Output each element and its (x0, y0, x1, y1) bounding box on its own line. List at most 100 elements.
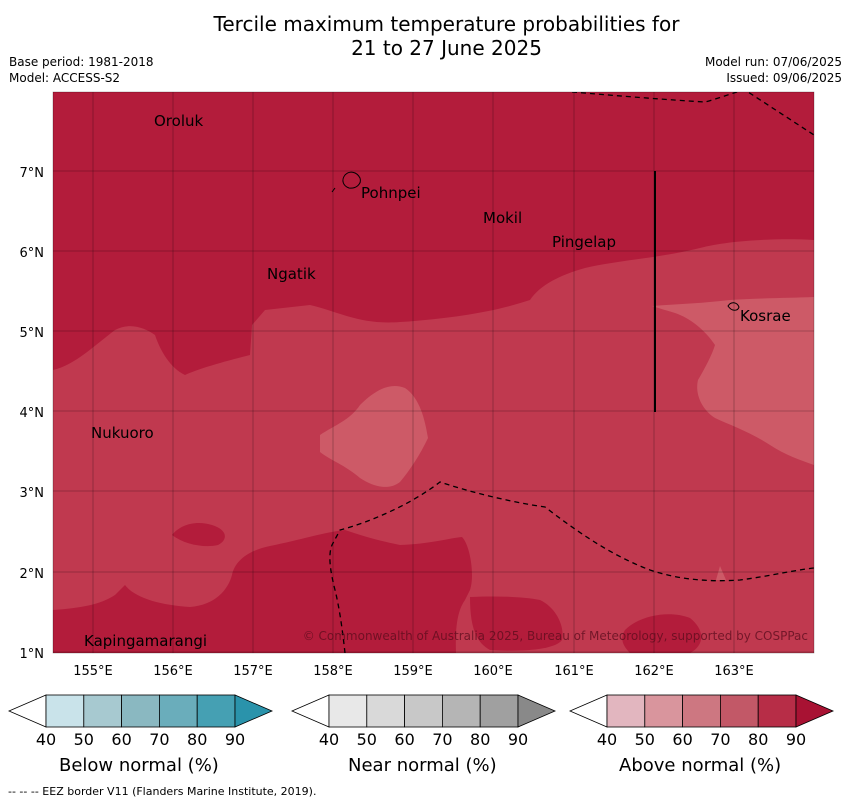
place-label-ngatik: Ngatik (267, 265, 316, 283)
place-label-kosrae: Kosrae (740, 307, 791, 325)
model-name: Model: ACCESS-S2 (9, 71, 121, 85)
colorbar-swatch (366, 694, 405, 728)
colorbar-extend-high (234, 694, 274, 728)
colorbar-tick-label: 70 (432, 730, 452, 749)
place-label-nukuoro: Nukuoro (91, 424, 154, 442)
islet-mark (331, 187, 336, 193)
place-label-pohnpei: Pohnpei (361, 184, 421, 202)
eez-borders (329, 92, 814, 653)
legends: 40 50 60 70 80 90 40 50 60 70 80 90 40 50 60 70 80 90 (7, 694, 835, 749)
legend-label-above: Above normal (%) (619, 755, 782, 776)
colorbar-extend-low (290, 694, 330, 728)
colorbar-below: 40 50 60 70 80 90 (7, 694, 274, 749)
eez-border-south (329, 481, 814, 653)
place-label-mokil: Mokil (483, 209, 522, 227)
place-label-kapingamarangi: Kapingamarangi (84, 632, 207, 650)
place-label-pingelap: Pingelap (552, 233, 616, 251)
colorbar-swatch (328, 694, 368, 728)
place-labels: Oroluk Pohnpei Mokil Pingelap Ngatik Kos… (84, 112, 791, 650)
colorbar-swatch (441, 694, 481, 728)
region-above-60-central (320, 385, 428, 487)
colorbar-tick-label: 50 (74, 730, 94, 749)
colorbar-swatch (479, 694, 519, 728)
map-title: Tercile maximum temperature probabilitie… (0, 12, 850, 60)
region-above-80-north (53, 92, 814, 375)
region-above-60-sliver (716, 566, 726, 580)
colorbar-swatch (606, 694, 646, 728)
lat-tick: 2°N (20, 567, 45, 582)
meta-right: Model run: 07/06/2025 Issued: 09/06/2025 (705, 54, 842, 86)
colorbar-near: 40 50 60 70 80 90 (290, 694, 557, 749)
region-above-60-east (652, 297, 814, 465)
colorbar-swatch (757, 694, 797, 728)
region-above-80-blob (172, 523, 225, 547)
colorbar-above: 40 50 60 70 80 90 (568, 694, 835, 749)
legend-label-near: Near normal (%) (348, 755, 497, 776)
lat-tick: 1°N (20, 647, 45, 662)
kosrae-island (727, 302, 740, 311)
lat-tick: 6°N (20, 246, 45, 261)
colorbar-swatch (45, 694, 85, 728)
lat-axis: 1°N 2°N 3°N 4°N 5°N 6°N 7°N (20, 166, 45, 662)
colorbar-tick-label: 80 (748, 730, 768, 749)
lat-tick: 5°N (20, 326, 45, 341)
region-above-80-southmid (470, 596, 563, 651)
colorbar-tick-label: 50 (357, 730, 377, 749)
colorbar-tick-label: 60 (672, 730, 692, 749)
lon-tick: 160°E (473, 664, 513, 679)
title-line-2: 21 to 27 June 2025 (351, 36, 542, 60)
lon-tick: 159°E (393, 664, 433, 679)
colorbar-extend-high (517, 694, 557, 728)
lon-tick: 156°E (153, 664, 193, 679)
colorbar-swatch (682, 694, 721, 728)
title-line-1: Tercile maximum temperature probabilitie… (213, 12, 680, 36)
colorbar-tick-label: 70 (149, 730, 169, 749)
pohnpei-island (342, 171, 361, 189)
lon-tick: 162°E (634, 664, 674, 679)
lon-tick: 158°E (313, 664, 353, 679)
gridlines (53, 92, 814, 653)
colorbar-tick-label: 40 (36, 730, 56, 749)
region-above-80-southeast (622, 614, 702, 653)
base-period: Base period: 1981-2018 (9, 55, 154, 69)
colorbar-tick-label: 40 (597, 730, 617, 749)
colorbar-extend-low (7, 694, 47, 728)
lat-tick: 3°N (20, 486, 45, 501)
colorbar-tick-label: 60 (394, 730, 414, 749)
legend-label-below: Below normal (%) (59, 755, 219, 776)
colorbar-tick-label: 80 (470, 730, 490, 749)
colorbar-swatch (196, 694, 236, 728)
colorbar-swatch (720, 694, 759, 728)
colorbar-swatch (83, 694, 123, 728)
model-run: Model run: 07/06/2025 (704, 55, 842, 69)
colorbar-extend-low (568, 694, 608, 728)
colorbar-tick-label: 90 (786, 730, 806, 749)
lon-tick: 155°E (73, 664, 113, 679)
lat-tick: 4°N (20, 406, 45, 421)
colorbar-swatch (121, 694, 160, 728)
colorbar-tick-label: 60 (111, 730, 131, 749)
map-frame (52, 91, 815, 654)
lon-axis: 155°E 156°E 157°E 158°E 159°E 160°E 161°… (73, 664, 754, 679)
issued-date: Issued: 09/06/2025 (726, 71, 842, 85)
colorbar-tick-label: 50 (635, 730, 655, 749)
lon-tick: 157°E (233, 664, 273, 679)
colorbar-extend-high (795, 694, 835, 728)
copyright-notice: © Commonwealth of Australia 2025, Bureau… (303, 629, 808, 643)
colorbar-tick-label: 70 (710, 730, 730, 749)
colorbar-swatch (644, 694, 683, 728)
colorbar-tick-label: 40 (319, 730, 339, 749)
colorbar-tick-label: 90 (508, 730, 528, 749)
eez-border-north (571, 92, 814, 136)
region-above-60-small (792, 332, 810, 360)
probability-field (53, 92, 814, 653)
colorbar-swatch (404, 694, 443, 728)
place-label-oroluk: Oroluk (154, 112, 203, 130)
colorbar-swatch (158, 694, 198, 728)
colorbar-tick-label: 90 (225, 730, 245, 749)
meta-left: Base period: 1981-2018 Model: ACCESS-S2 (9, 54, 154, 86)
eez-footnote: -- -- -- EEZ border V11 (Flanders Marine… (8, 785, 317, 798)
colorbar-tick-label: 80 (187, 730, 207, 749)
lon-tick: 163°E (714, 664, 754, 679)
